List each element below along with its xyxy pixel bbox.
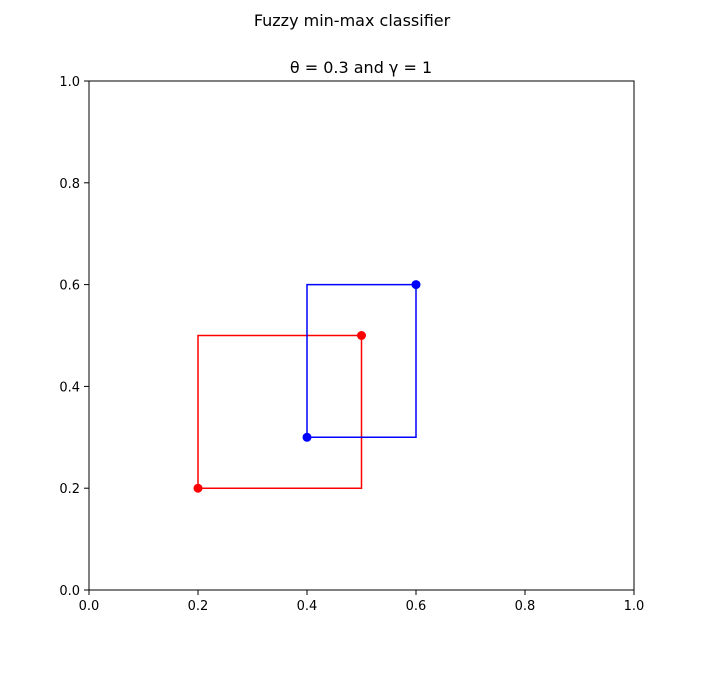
x-tick-label: 0.4 (297, 599, 318, 614)
chart-title: θ = 0.3 and γ = 1 (290, 58, 432, 77)
data-point (357, 331, 366, 340)
y-tick-label: 0.4 (59, 380, 80, 395)
figure-title: Fuzzy min-max classifier (254, 11, 451, 30)
y-tick-label: 0.0 (59, 584, 80, 599)
y-tick-label: 0.8 (59, 177, 80, 192)
x-tick-label: 0.2 (188, 599, 209, 614)
x-tick-label: 0.6 (406, 599, 427, 614)
hyperbox-0 (197, 334, 363, 489)
data-point (193, 483, 203, 493)
plot-area (193, 280, 421, 493)
x-tick-label: 1.0 (624, 599, 645, 614)
x-tick-label: 0.8 (515, 599, 536, 614)
y-tick-label: 0.2 (59, 482, 80, 497)
data-point (302, 432, 312, 442)
data-point (411, 280, 421, 290)
axes-frame (88, 80, 635, 591)
y-tick-label: 1.0 (59, 75, 80, 90)
y-tick-label: 0.6 (59, 279, 80, 294)
axis-ticks: 0.0 0.2 0.4 0.6 0.8 1.0 0.0 0.2 0.4 0.6 0.8 1.0 (59, 75, 644, 614)
x-tick-label: 0.0 (79, 599, 100, 614)
